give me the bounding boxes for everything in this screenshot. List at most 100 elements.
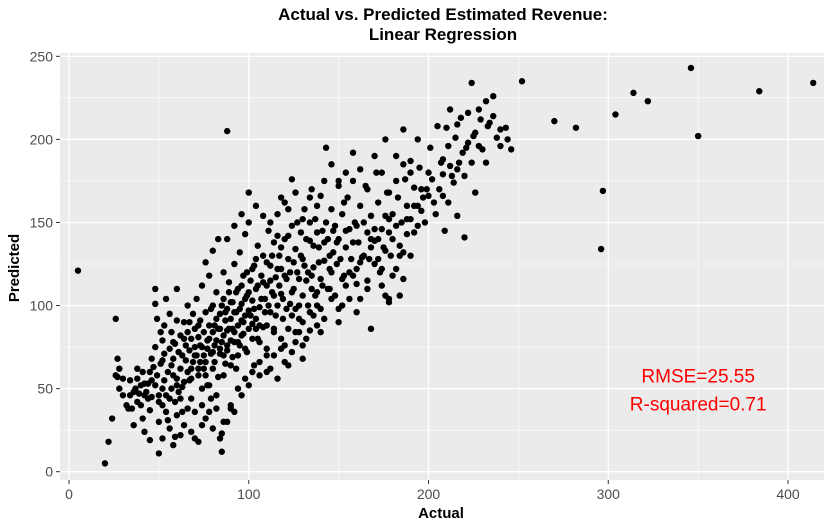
data-point	[159, 435, 166, 442]
data-point	[439, 171, 447, 178]
data-point	[207, 395, 215, 402]
x-tick-label: 0	[65, 486, 73, 502]
data-point	[222, 360, 229, 367]
data-point	[123, 402, 130, 409]
data-point	[367, 325, 375, 333]
data-point	[148, 393, 155, 401]
data-point	[216, 325, 224, 333]
data-point	[339, 302, 346, 309]
data-point	[389, 210, 396, 218]
data-point	[198, 421, 206, 429]
data-point	[333, 260, 341, 268]
data-point	[74, 267, 82, 274]
data-points	[74, 64, 817, 467]
data-point	[220, 352, 227, 359]
data-point	[326, 265, 333, 273]
data-point	[173, 317, 181, 324]
data-point	[234, 352, 242, 359]
data-point	[259, 212, 267, 220]
data-point	[179, 383, 186, 391]
data-point	[171, 433, 179, 441]
data-point	[299, 318, 306, 326]
data-point	[328, 161, 335, 168]
data-point	[250, 362, 258, 369]
data-point	[218, 302, 225, 309]
data-point	[299, 355, 306, 362]
data-point	[331, 292, 339, 299]
data-point	[270, 352, 278, 359]
data-point	[206, 272, 213, 279]
data-point	[355, 239, 362, 246]
data-point	[223, 235, 231, 243]
data-point	[152, 382, 159, 389]
data-point	[155, 450, 163, 457]
data-point	[313, 229, 321, 236]
data-point	[177, 431, 184, 439]
data-point	[231, 408, 238, 416]
data-point	[277, 335, 285, 342]
data-point	[245, 289, 252, 296]
data-point	[249, 368, 256, 376]
data-point	[195, 333, 202, 341]
data-point	[312, 215, 319, 223]
data-point	[152, 343, 159, 351]
data-point	[277, 244, 285, 251]
data-point	[434, 122, 441, 130]
data-point	[694, 132, 702, 140]
data-point	[249, 265, 256, 273]
data-point	[810, 79, 817, 87]
data-point	[247, 277, 254, 284]
data-point	[186, 347, 193, 354]
y-axis-title: Predicted	[6, 234, 23, 302]
data-point	[310, 312, 317, 319]
data-point	[267, 277, 274, 284]
data-point	[153, 372, 161, 379]
data-point	[231, 260, 238, 268]
data-point	[365, 255, 373, 263]
data-point	[202, 259, 209, 266]
data-point	[401, 176, 409, 183]
data-point	[234, 385, 242, 392]
data-point	[218, 338, 225, 346]
data-point	[403, 215, 411, 223]
annotation-label: R-squared=0.71	[630, 395, 767, 416]
data-point	[326, 252, 333, 259]
data-point	[229, 325, 236, 333]
data-point	[335, 182, 342, 190]
data-point	[508, 146, 515, 153]
data-point	[416, 164, 423, 171]
data-point	[490, 92, 497, 100]
y-axis-ticks: 0 50 100 150 200 250	[30, 48, 60, 480]
data-point	[400, 161, 407, 168]
data-point	[206, 382, 213, 389]
data-point	[274, 375, 281, 382]
data-point	[294, 219, 301, 226]
data-point	[454, 166, 461, 173]
data-point	[184, 302, 191, 309]
data-point	[286, 269, 294, 276]
x-axis-ticks: 0 100 200 300 400	[65, 480, 800, 502]
data-point	[385, 189, 393, 196]
data-point	[223, 342, 231, 349]
data-point	[223, 127, 231, 135]
data-point	[166, 425, 173, 432]
data-point	[188, 428, 195, 436]
data-point	[225, 279, 233, 286]
data-point	[232, 365, 240, 372]
data-point	[349, 177, 357, 185]
data-point	[461, 234, 468, 241]
data-point	[267, 219, 274, 226]
data-point	[272, 274, 279, 281]
data-point	[396, 242, 403, 249]
data-point	[418, 186, 425, 193]
data-point	[353, 222, 360, 229]
data-point	[162, 408, 170, 416]
data-point	[238, 332, 245, 339]
data-point	[119, 392, 127, 399]
data-point	[207, 305, 215, 313]
data-point	[241, 295, 249, 303]
data-point	[265, 302, 272, 309]
data-point	[227, 315, 234, 323]
data-point	[407, 252, 414, 259]
data-point	[220, 372, 227, 379]
